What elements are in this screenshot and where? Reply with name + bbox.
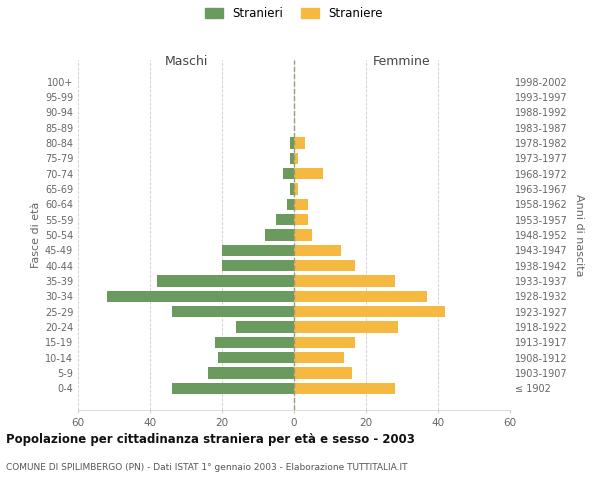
Bar (276, 214, 294, 226)
Bar (215, 336, 294, 348)
Bar (283, 168, 294, 179)
Bar (290, 152, 294, 164)
Text: Femmine: Femmine (373, 55, 431, 68)
Bar (172, 306, 294, 318)
Bar (294, 214, 308, 226)
Bar (265, 229, 294, 241)
Bar (172, 382, 294, 394)
Bar (287, 198, 294, 210)
Bar (218, 352, 294, 364)
Bar (294, 168, 323, 179)
Bar (222, 244, 294, 256)
Legend: Stranieri, Straniere: Stranieri, Straniere (200, 2, 388, 25)
Bar (294, 229, 312, 241)
Bar (294, 368, 352, 379)
Bar (294, 137, 305, 148)
Bar (208, 368, 294, 379)
Bar (294, 352, 344, 364)
Bar (294, 322, 398, 333)
Bar (294, 382, 395, 394)
Bar (222, 260, 294, 272)
Bar (290, 183, 294, 194)
Text: Popolazione per cittadinanza straniera per età e sesso - 2003: Popolazione per cittadinanza straniera p… (6, 432, 415, 446)
Bar (107, 290, 294, 302)
Bar (294, 260, 355, 272)
Bar (157, 276, 294, 287)
Bar (294, 244, 341, 256)
Bar (294, 198, 308, 210)
Bar (294, 183, 298, 194)
Bar (294, 306, 445, 318)
Bar (236, 322, 294, 333)
Y-axis label: Anni di nascita: Anni di nascita (574, 194, 584, 276)
Bar (294, 276, 395, 287)
Bar (294, 336, 355, 348)
Text: COMUNE DI SPILIMBERGO (PN) - Dati ISTAT 1° gennaio 2003 - Elaborazione TUTTITALI: COMUNE DI SPILIMBERGO (PN) - Dati ISTAT … (6, 463, 407, 472)
Bar (294, 290, 427, 302)
Bar (290, 137, 294, 148)
Bar (294, 152, 298, 164)
Text: Maschi: Maschi (164, 55, 208, 68)
Y-axis label: Fasce di età: Fasce di età (31, 202, 41, 268)
